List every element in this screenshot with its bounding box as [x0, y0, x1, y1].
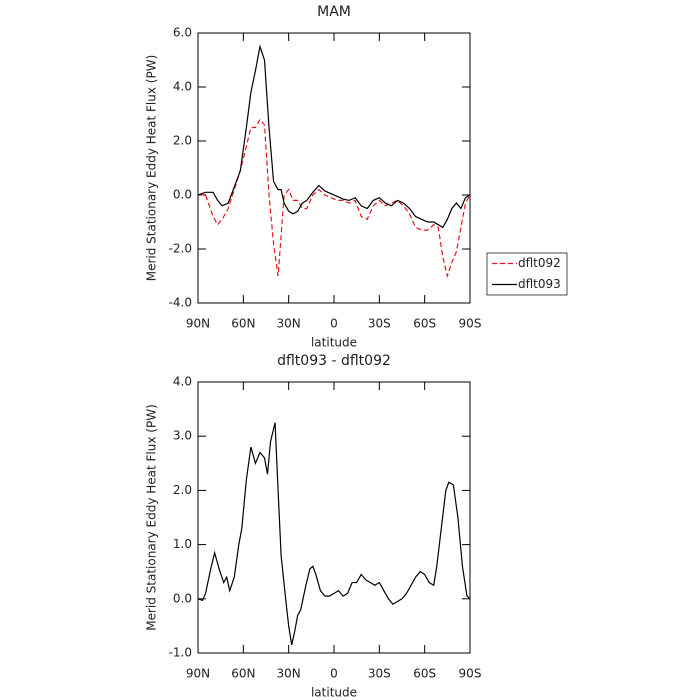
x-tick-label: 90N [186, 667, 210, 681]
chart-title: MAM [317, 4, 351, 20]
y-tick-label: 6.0 [173, 26, 192, 40]
y-tick-label: -1.0 [169, 646, 192, 660]
x-tick-label: 0 [330, 667, 338, 681]
y-tick-label: 0.0 [173, 188, 192, 202]
x-tick-label: 30N [277, 317, 301, 331]
legend-box [486, 252, 568, 296]
y-tick-label: 4.0 [173, 80, 192, 94]
x-tick-label: 30N [277, 667, 301, 681]
y-tick-label: 1.0 [173, 537, 192, 551]
x-tick-label: 0 [330, 317, 338, 331]
x-axis-label: latitude [311, 686, 357, 700]
x-tick-label: 60S [413, 317, 436, 331]
series-line [197, 44, 471, 229]
y-tick-label: -4.0 [169, 296, 192, 310]
chart-title: dflt093 - dflt092 [277, 353, 391, 369]
x-tick-label: 30S [368, 317, 391, 331]
y-tick-label: 2.0 [173, 483, 192, 497]
y-axis-label: Merid Stationary Eddy Heat Flux (PW) [145, 55, 159, 282]
plot-frame [197, 381, 471, 654]
legend-label: dflt093 [518, 277, 561, 291]
y-axis-label: Merid Stationary Eddy Heat Flux (PW) [145, 404, 159, 631]
x-tick-label: 60S [413, 667, 436, 681]
x-tick-label: 90S [459, 317, 482, 331]
y-tick-label: -2.0 [169, 242, 192, 256]
y-tick-label: 0.0 [173, 591, 192, 605]
y-tick-label: 2.0 [173, 134, 192, 148]
plot-frame [197, 32, 471, 304]
x-axis-label: latitude [311, 336, 357, 350]
series-line [198, 118, 471, 279]
series-line [197, 422, 471, 646]
y-tick-label: 4.0 [173, 375, 192, 389]
legend-label: dflt092 [518, 256, 561, 270]
x-tick-label: 90S [459, 667, 482, 681]
x-tick-label: 60N [231, 667, 255, 681]
x-tick-label: 60N [231, 317, 255, 331]
x-tick-label: 30S [368, 667, 391, 681]
y-tick-label: 3.0 [173, 429, 192, 443]
x-tick-label: 90N [186, 317, 210, 331]
